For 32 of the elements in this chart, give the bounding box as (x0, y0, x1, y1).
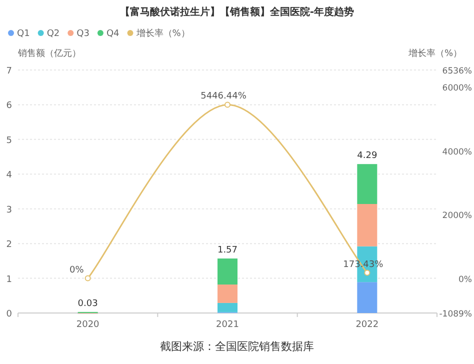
legend-label: Q3 (76, 29, 90, 39)
y2-axis-title: 增长率（%） (407, 48, 462, 59)
legend-label: Q2 (46, 29, 60, 39)
data-label: 173.43% (343, 260, 384, 270)
y2-tick-label: 6000% (442, 84, 472, 94)
legend-label: Q1 (17, 29, 30, 39)
total-label: 0.03 (78, 298, 98, 309)
text: 截图来源：全国医院销售数据库 (160, 340, 314, 353)
y-tick-label: 6 (6, 101, 12, 112)
y-tick-label: 4 (6, 170, 12, 181)
y-tick-label: 7 (6, 66, 12, 76)
x-tick-label: 2022 (356, 320, 379, 330)
total-label: 4.29 (357, 151, 378, 162)
y-axis-title: 销售额（亿元） (17, 48, 81, 59)
data-label: 5446.44% (200, 92, 247, 102)
y2-tick-label: 0% (458, 274, 472, 285)
data-label: 0% (70, 265, 84, 276)
y2-tick-label: 6536% (442, 66, 472, 76)
y-tick-label: 5 (6, 136, 12, 146)
y2-tick-label: -1089% (439, 310, 472, 320)
y-tick-label: 3 (6, 205, 12, 216)
legend-label: Q4 (106, 29, 120, 39)
legend-label: 增长率（%） (135, 28, 190, 39)
y-tick-label: 2 (6, 240, 12, 250)
y-tick-label: 0 (6, 310, 12, 320)
chart-title: 【富马酸伏诺拉生片】【销售额】全国医院-年度趋势 (120, 6, 354, 18)
y2-tick-label: 4000% (442, 147, 472, 158)
y-tick-label: 1 (6, 274, 12, 285)
y2-tick-label: 2000% (442, 211, 472, 222)
total-label: 1.57 (217, 246, 238, 256)
x-tick-label: 2021 (216, 320, 239, 330)
x-tick-label: 2020 (76, 320, 100, 330)
